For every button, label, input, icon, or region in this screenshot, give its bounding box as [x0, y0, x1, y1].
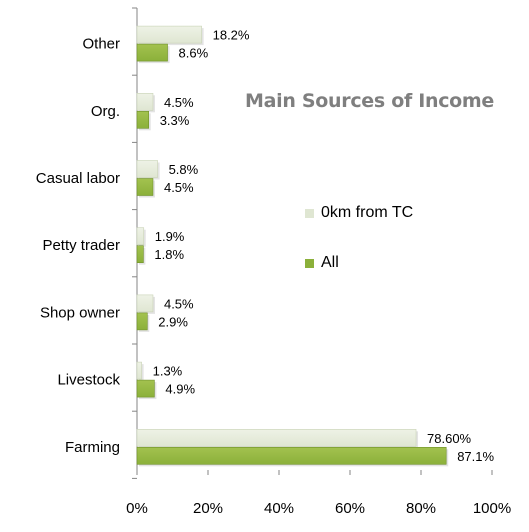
data-label-0km-from-tc-livestock: 1.3% — [153, 364, 183, 379]
data-label-0km-from-tc-shop-owner: 4.5% — [164, 296, 194, 311]
bar-0km-from-tc-shop-owner — [136, 294, 154, 313]
category-label-livestock: Livestock — [57, 372, 120, 389]
bar-0km-from-tc-livestock — [136, 361, 142, 380]
bar-all-farming — [136, 446, 447, 465]
bar-0km-from-tc-other — [136, 25, 202, 44]
category-label-shop-owner: Shop owner — [40, 304, 120, 321]
legend-item-all: All — [305, 250, 413, 276]
data-label-0km-from-tc-farming: 78.60% — [427, 431, 472, 446]
x-tick-label: 60% — [335, 500, 365, 517]
bar-0km-from-tc-org — [136, 93, 154, 111]
x-tick-label: 0% — [126, 500, 148, 517]
legend: 0km from TC All — [305, 200, 413, 300]
bar-0km-from-tc-farming — [136, 428, 417, 447]
data-label-0km-from-tc-other: 18.2% — [213, 28, 250, 43]
category-label-casual-labor: Casual labor — [36, 170, 120, 187]
bar-all-org — [136, 111, 150, 129]
category-label-org: Org. — [91, 103, 120, 120]
data-label-all-shop-owner: 2.9% — [158, 314, 188, 329]
legend-swatch-all — [305, 258, 314, 268]
data-label-0km-from-tc-petty-trader: 1.9% — [155, 229, 185, 244]
data-label-all-petty-trader: 1.8% — [154, 247, 184, 262]
bar-all-casual-labor — [136, 178, 154, 196]
category-label-petty-trader: Petty trader — [42, 237, 120, 254]
bar-0km-from-tc-casual-labor — [136, 160, 158, 178]
x-tick-label: 40% — [264, 500, 294, 517]
legend-label-all: All — [321, 254, 339, 271]
data-label-0km-from-tc-org: 4.5% — [164, 95, 194, 110]
data-label-all-farming: 87.1% — [457, 449, 494, 464]
bar-0km-from-tc-petty-trader — [136, 227, 145, 245]
x-tick-label: 20% — [193, 500, 223, 517]
category-label-other: Other — [82, 36, 120, 53]
legend-label-0km: 0km from TC — [321, 204, 414, 221]
data-label-0km-from-tc-casual-labor: 5.8% — [169, 162, 199, 177]
bar-all-other — [136, 43, 168, 62]
data-label-all-livestock: 4.9% — [165, 382, 195, 397]
category-label-farming: Farming — [65, 439, 120, 456]
x-tick-label: 100% — [473, 500, 511, 517]
legend-swatch-0km — [305, 208, 314, 218]
data-label-all-other: 8.6% — [179, 46, 209, 61]
data-label-all-org: 3.3% — [160, 113, 190, 128]
data-label-all-casual-labor: 4.5% — [164, 180, 194, 195]
legend-item-0km: 0km from TC — [305, 200, 413, 226]
chart-title: Main Sources of Income — [245, 90, 495, 112]
bar-all-shop-owner — [136, 312, 148, 331]
bar-all-petty-trader — [136, 245, 144, 263]
bar-all-livestock — [136, 379, 155, 398]
x-tick-label: 80% — [406, 500, 436, 517]
